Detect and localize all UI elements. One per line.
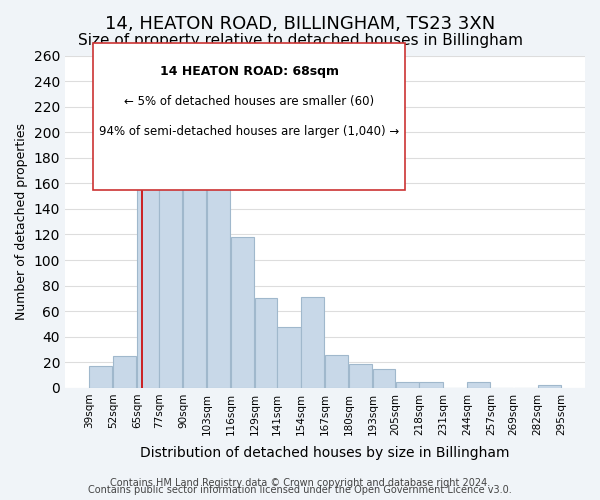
Text: Contains public sector information licensed under the Open Government Licence v3: Contains public sector information licen… [88, 485, 512, 495]
Text: Size of property relative to detached houses in Billingham: Size of property relative to detached ho… [77, 32, 523, 48]
Text: 14 HEATON ROAD: 68sqm: 14 HEATON ROAD: 68sqm [160, 65, 338, 78]
Bar [419, 382, 443, 388]
Bar [232, 237, 254, 388]
Text: ← 5% of detached houses are smaller (60): ← 5% of detached houses are smaller (60) [124, 95, 374, 108]
Bar [277, 326, 301, 388]
Bar [373, 368, 395, 388]
Text: 14, HEATON ROAD, BILLINGHAM, TS23 3XN: 14, HEATON ROAD, BILLINGHAM, TS23 3XN [105, 15, 495, 33]
X-axis label: Distribution of detached houses by size in Billingham: Distribution of detached houses by size … [140, 446, 510, 460]
Bar [89, 366, 112, 388]
Text: 94% of semi-detached houses are larger (1,040) →: 94% of semi-detached houses are larger (… [99, 125, 399, 138]
Bar [349, 364, 373, 388]
Bar [325, 354, 349, 388]
Bar [538, 386, 560, 388]
Bar [256, 298, 277, 388]
Bar [395, 382, 419, 388]
Text: Contains HM Land Registry data © Crown copyright and database right 2024.: Contains HM Land Registry data © Crown c… [110, 478, 490, 488]
Bar [113, 356, 136, 388]
Bar [467, 382, 490, 388]
Bar [208, 117, 230, 388]
Y-axis label: Number of detached properties: Number of detached properties [15, 123, 28, 320]
Bar [301, 297, 325, 388]
Bar [137, 186, 158, 388]
Bar [184, 120, 206, 388]
Bar [160, 152, 182, 388]
